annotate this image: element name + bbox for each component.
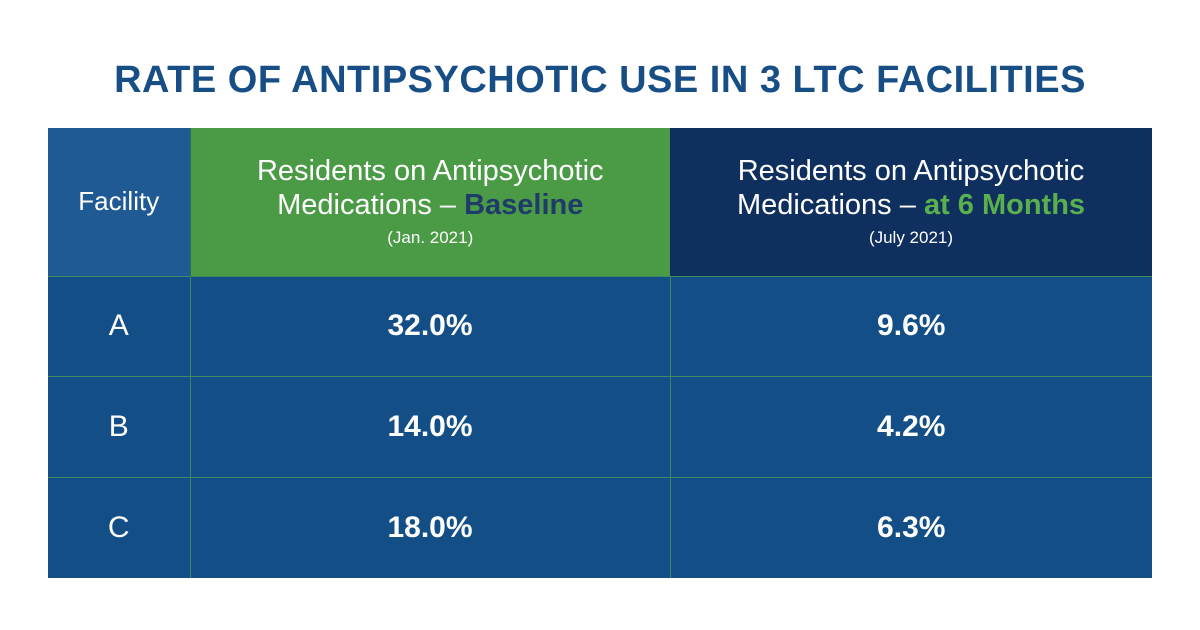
- facility-cell: B: [48, 376, 190, 478]
- header-baseline: Residents on Antipsychotic Medications –…: [189, 128, 671, 276]
- baseline-value: 32.0%: [189, 275, 670, 377]
- table-row: C 18.0% 6.3%: [48, 476, 1152, 578]
- baseline-value: 18.0%: [189, 476, 670, 578]
- header-baseline-highlight: Baseline: [464, 188, 584, 221]
- six-month-value: 9.6%: [669, 275, 1152, 377]
- data-table: Facility Residents on Antipsychotic Medi…: [48, 128, 1152, 578]
- six-month-value: 6.3%: [669, 476, 1152, 578]
- chart-title: RATE OF ANTIPSYCHOTIC USE IN 3 LTC FACIL…: [114, 59, 1086, 101]
- header-baseline-lead: Residents on Antipsychotic Medications –: [256, 154, 604, 221]
- six-month-value: 4.2%: [669, 376, 1152, 478]
- header-six-months-date: (July 2021): [868, 227, 954, 247]
- header-baseline-title: Residents on Antipsychotic Medications –…: [191, 154, 671, 222]
- table-row: A 32.0% 9.6%: [48, 275, 1152, 377]
- facility-cell: A: [48, 275, 190, 377]
- table-row: B 14.0% 4.2%: [48, 376, 1152, 478]
- header-six-months-highlight: at 6 Months: [923, 188, 1086, 221]
- header-row: Facility Residents on Antipsychotic Medi…: [48, 128, 1152, 276]
- header-baseline-date: (Jan. 2021): [387, 227, 474, 247]
- header-six-months-title: Residents on Antipsychotic Medications –…: [670, 154, 1152, 222]
- header-six-months: Residents on Antipsychotic Medications –…: [670, 128, 1152, 276]
- baseline-value: 14.0%: [189, 376, 670, 478]
- facility-cell: C: [48, 476, 190, 578]
- header-six-months-lead: Residents on Antipsychotic Medications –: [736, 154, 1085, 221]
- header-facility: Facility: [48, 128, 190, 276]
